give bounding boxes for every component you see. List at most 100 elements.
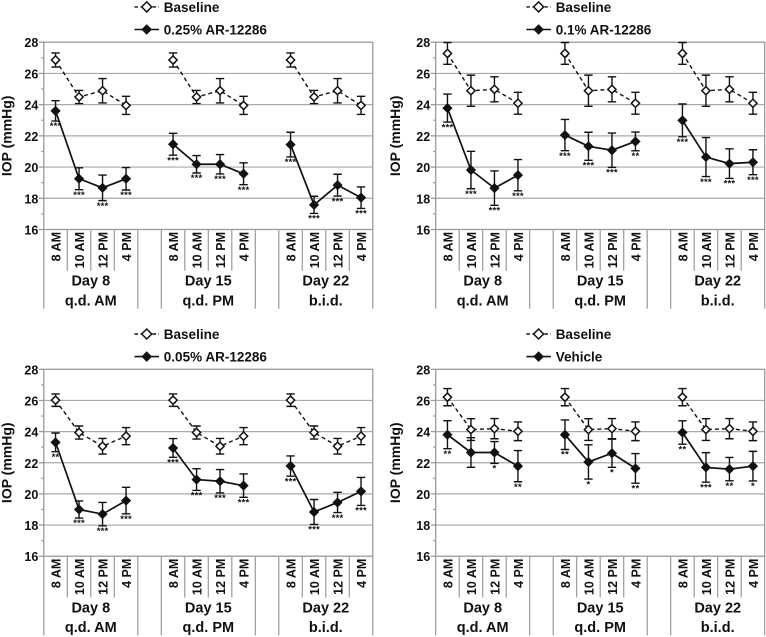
svg-text:22: 22 (416, 457, 430, 471)
svg-text:b.i.d.: b.i.d. (309, 620, 343, 636)
svg-text:***: *** (489, 206, 501, 217)
svg-text:20: 20 (24, 488, 38, 502)
svg-text:10 AM: 10 AM (73, 559, 87, 595)
svg-text:*: * (586, 479, 590, 490)
svg-text:20: 20 (24, 161, 38, 175)
svg-text:10 AM: 10 AM (191, 232, 205, 268)
svg-text:18: 18 (416, 519, 430, 533)
svg-text:Day 22: Day 22 (694, 600, 741, 616)
svg-text:28: 28 (24, 363, 38, 377)
svg-text:***: *** (332, 196, 344, 207)
svg-text:8 AM: 8 AM (285, 232, 299, 261)
svg-text:24: 24 (416, 99, 430, 113)
svg-text:10 AM: 10 AM (700, 559, 714, 595)
svg-text:12 PM: 12 PM (723, 232, 737, 268)
svg-text:***: *** (73, 518, 85, 529)
svg-text:***: *** (238, 185, 250, 196)
svg-text:**: ** (679, 444, 687, 455)
svg-text:4 PM: 4 PM (512, 559, 526, 588)
svg-text:8 AM: 8 AM (50, 232, 64, 261)
svg-text:20: 20 (416, 488, 430, 502)
svg-text:12 PM: 12 PM (97, 559, 111, 595)
svg-text:q.d. AM: q.d. AM (457, 620, 509, 636)
svg-text:***: *** (700, 177, 712, 188)
svg-text:Day 8: Day 8 (71, 274, 110, 290)
svg-text:10 AM: 10 AM (465, 232, 479, 268)
svg-text:***: *** (167, 458, 179, 469)
svg-text:0.05% AR-12286: 0.05% AR-12286 (164, 350, 268, 365)
svg-text:IOP (mmHg): IOP (mmHg) (387, 422, 403, 503)
svg-text:12 PM: 12 PM (97, 232, 111, 268)
svg-text:***: *** (747, 175, 759, 186)
svg-text:Day 15: Day 15 (577, 600, 624, 616)
svg-text:8 AM: 8 AM (559, 559, 573, 588)
svg-text:12 PM: 12 PM (332, 232, 346, 268)
svg-text:4 PM: 4 PM (629, 232, 643, 261)
svg-text:***: *** (97, 526, 109, 537)
svg-text:b.i.d.: b.i.d. (309, 294, 343, 310)
svg-text:b.i.d.: b.i.d. (701, 294, 735, 310)
svg-text:10 AM: 10 AM (582, 232, 596, 268)
svg-text:4 PM: 4 PM (238, 559, 252, 588)
svg-text:18: 18 (24, 192, 38, 206)
svg-text:**: ** (632, 151, 640, 162)
svg-text:28: 28 (416, 363, 430, 377)
svg-text:***: *** (214, 174, 226, 185)
svg-text:q.d. PM: q.d. PM (183, 620, 235, 636)
svg-text:***: *** (238, 498, 250, 509)
svg-text:IOP (mmHg): IOP (mmHg) (0, 422, 15, 503)
svg-text:***: *** (606, 168, 618, 179)
svg-text:12 PM: 12 PM (488, 559, 502, 595)
svg-text:***: *** (214, 493, 226, 504)
svg-text:10 AM: 10 AM (465, 559, 479, 595)
svg-text:26: 26 (416, 394, 430, 408)
svg-text:4 PM: 4 PM (512, 232, 526, 261)
svg-text:8 AM: 8 AM (676, 559, 690, 588)
svg-text:***: *** (191, 173, 203, 184)
svg-text:Day 22: Day 22 (302, 274, 349, 290)
svg-text:***: *** (332, 513, 344, 524)
svg-text:**: ** (514, 482, 522, 493)
svg-text:18: 18 (416, 192, 430, 206)
svg-text:**: ** (726, 481, 734, 492)
svg-text:***: *** (465, 189, 477, 200)
svg-text:Vehicle: Vehicle (556, 350, 603, 365)
svg-text:Day 8: Day 8 (71, 600, 110, 616)
svg-text:IOP (mmHg): IOP (mmHg) (387, 96, 403, 177)
svg-text:***: *** (583, 161, 595, 172)
svg-text:12 PM: 12 PM (332, 559, 346, 595)
svg-text:22: 22 (24, 457, 38, 471)
svg-text:***: *** (442, 122, 454, 133)
svg-text:20: 20 (416, 161, 430, 175)
svg-text:Baseline: Baseline (556, 0, 612, 15)
svg-text:Day 15: Day 15 (185, 600, 232, 616)
svg-text:**: ** (52, 452, 60, 463)
svg-text:8 AM: 8 AM (167, 559, 181, 588)
svg-text:***: *** (724, 179, 736, 190)
svg-text:Day 22: Day 22 (694, 274, 741, 290)
svg-text:8 AM: 8 AM (441, 559, 455, 588)
svg-text:24: 24 (24, 426, 38, 440)
svg-text:16: 16 (416, 550, 430, 564)
svg-text:8 AM: 8 AM (285, 559, 299, 588)
svg-text:q.d. PM: q.d. PM (574, 620, 626, 636)
svg-text:12 PM: 12 PM (606, 559, 620, 595)
svg-text:4 PM: 4 PM (120, 232, 134, 261)
svg-text:***: *** (120, 514, 132, 525)
svg-text:Day 8: Day 8 (463, 274, 502, 290)
svg-text:4 PM: 4 PM (355, 559, 369, 588)
svg-text:q.d. AM: q.d. AM (65, 294, 117, 310)
svg-text:**: ** (561, 450, 569, 461)
svg-text:Baseline: Baseline (164, 327, 220, 342)
svg-text:4 PM: 4 PM (238, 232, 252, 261)
svg-text:q.d. AM: q.d. AM (65, 620, 117, 636)
svg-text:18: 18 (24, 519, 38, 533)
svg-text:26: 26 (24, 394, 38, 408)
svg-text:***: *** (73, 190, 85, 201)
svg-text:***: *** (191, 491, 203, 502)
svg-text:4 PM: 4 PM (747, 232, 761, 261)
svg-text:12 PM: 12 PM (606, 232, 620, 268)
svg-text:Day 22: Day 22 (302, 600, 349, 616)
svg-text:8 AM: 8 AM (441, 232, 455, 261)
svg-text:26: 26 (24, 67, 38, 81)
